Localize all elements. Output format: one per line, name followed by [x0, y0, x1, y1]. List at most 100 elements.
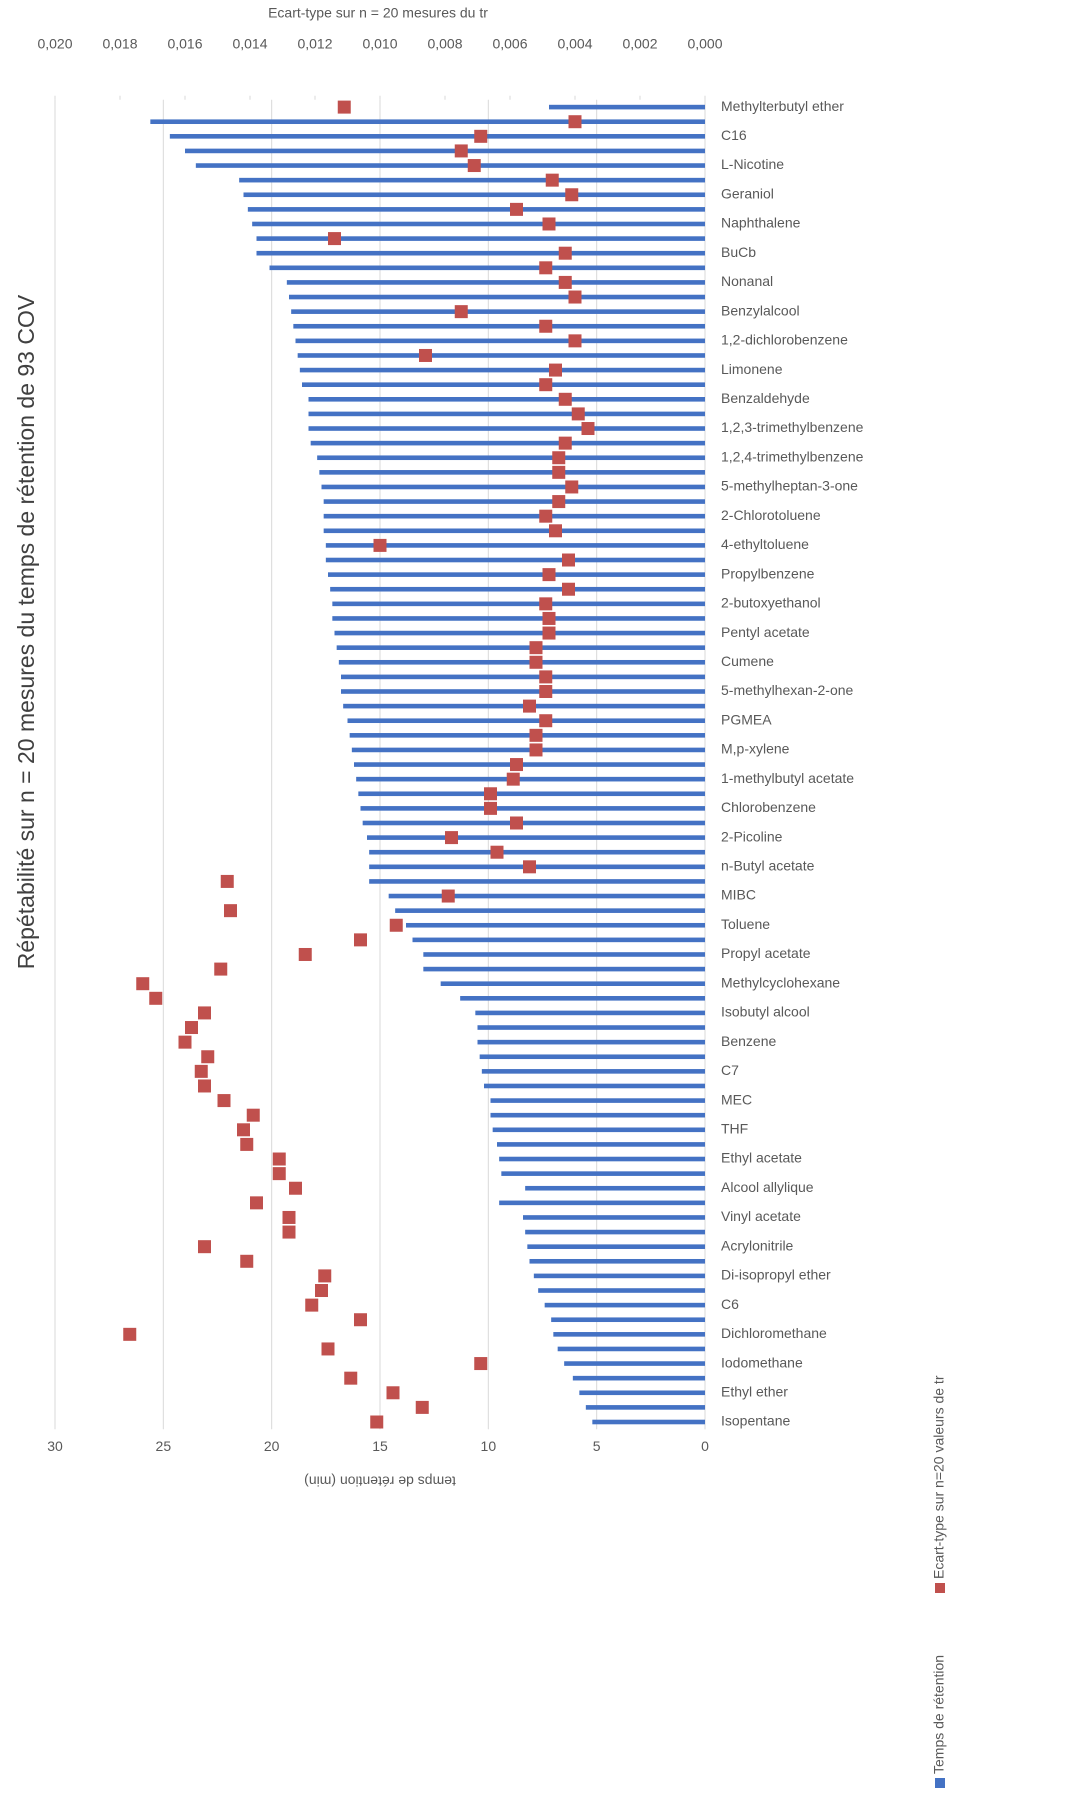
marker [386, 1386, 400, 1400]
marker [523, 860, 536, 874]
x-tick-label: Benzaldehyde [721, 390, 810, 406]
marker [214, 962, 228, 976]
y-tick-label: 30 [47, 1438, 63, 1454]
bar [358, 791, 705, 797]
marker [558, 436, 572, 450]
bar [347, 718, 705, 724]
marker [558, 275, 572, 289]
y2-tick-label: 0,020 [37, 35, 72, 51]
y2-tick-label: 0,016 [167, 35, 202, 51]
bar [388, 893, 705, 899]
y2-tick-label: 0,014 [232, 35, 267, 51]
marker [490, 845, 504, 859]
x-tick-label: 2-Chlorotoluene [721, 507, 821, 523]
y2-tick-label: 0,010 [362, 35, 397, 51]
bar [423, 966, 705, 972]
x-tick-label: Dichloromethane [721, 1325, 827, 1341]
y-tick-label: 25 [156, 1438, 172, 1454]
marker [542, 626, 556, 640]
marker [389, 918, 403, 932]
x-tick-label: MIBC [721, 887, 756, 903]
marker [328, 232, 341, 246]
marker [305, 1298, 319, 1312]
legend-swatch [935, 1778, 945, 1788]
marker [539, 670, 553, 684]
x-tick-label: Limonene [721, 361, 783, 377]
x-tick-label: L-Nicotine [721, 156, 784, 172]
legend-label: Temps de rétention [931, 1655, 947, 1774]
marker [240, 1137, 254, 1151]
x-tick-label: Propyl acetate [721, 945, 811, 961]
bar [423, 952, 705, 957]
marker [562, 582, 575, 596]
marker [542, 568, 556, 582]
marker [474, 1357, 488, 1371]
y-tick-label: 20 [264, 1438, 280, 1454]
marker [370, 1415, 384, 1429]
x-tick-label: THF [721, 1121, 748, 1137]
x-tick-label: Geraniol [721, 185, 774, 201]
marker [549, 363, 562, 377]
marker [558, 246, 572, 260]
marker [272, 1167, 286, 1181]
marker [571, 407, 585, 421]
x-tick-label: PGMEA [721, 711, 772, 727]
y-tick-label: 0 [701, 1438, 709, 1454]
bar [395, 908, 705, 913]
x-tick-label: C16 [721, 127, 747, 143]
bar [289, 294, 705, 300]
bar [308, 396, 705, 402]
marker [246, 1108, 260, 1122]
marker [441, 889, 455, 903]
bar [341, 674, 705, 680]
x-tick-label: 1,2-dichlorobenzene [721, 332, 848, 348]
marker [529, 641, 543, 655]
marker [315, 1284, 328, 1298]
marker [344, 1371, 358, 1385]
marker [565, 480, 579, 494]
marker [510, 758, 523, 772]
marker [467, 159, 481, 173]
bar [169, 134, 706, 139]
x-tick-label: 1,2,4-trimethylbenzene [721, 448, 864, 464]
marker [523, 699, 536, 713]
marker [198, 1006, 211, 1020]
x-tick-label: Iodomethane [721, 1354, 803, 1370]
bar [323, 513, 705, 519]
marker [123, 1327, 137, 1341]
bar [256, 236, 705, 241]
bar [406, 922, 705, 928]
x-tick-label: 2-Picoline [721, 828, 783, 844]
x-tick-label: Alcool allylique [721, 1179, 814, 1195]
bar [369, 849, 705, 855]
marker [282, 1225, 296, 1239]
bar [538, 1288, 706, 1293]
y2-tick-label: 0,008 [427, 35, 462, 51]
bar [252, 221, 706, 227]
marker [510, 202, 523, 216]
bar [297, 353, 705, 358]
bar [341, 689, 705, 694]
x-tick-label: Chlorobenzene [721, 799, 816, 815]
bar [564, 1361, 706, 1366]
bar [317, 455, 705, 461]
bar [360, 806, 705, 811]
marker [539, 509, 553, 523]
bar [551, 1317, 706, 1323]
y-tick-label: 10 [481, 1438, 497, 1454]
bar [256, 250, 705, 256]
x-tick-label: BuCb [721, 244, 756, 260]
x-tick-label: MEC [721, 1091, 752, 1107]
marker [198, 1240, 211, 1254]
bar [302, 382, 705, 387]
bar [321, 484, 705, 490]
marker [220, 874, 234, 888]
bar [330, 586, 705, 592]
bar [477, 1025, 705, 1030]
marker [562, 553, 575, 567]
x-tick-label: Isopentane [721, 1413, 790, 1429]
x-tick-label: Cumene [721, 653, 774, 669]
marker [529, 728, 543, 742]
bar [325, 557, 705, 563]
bar [499, 1200, 705, 1206]
